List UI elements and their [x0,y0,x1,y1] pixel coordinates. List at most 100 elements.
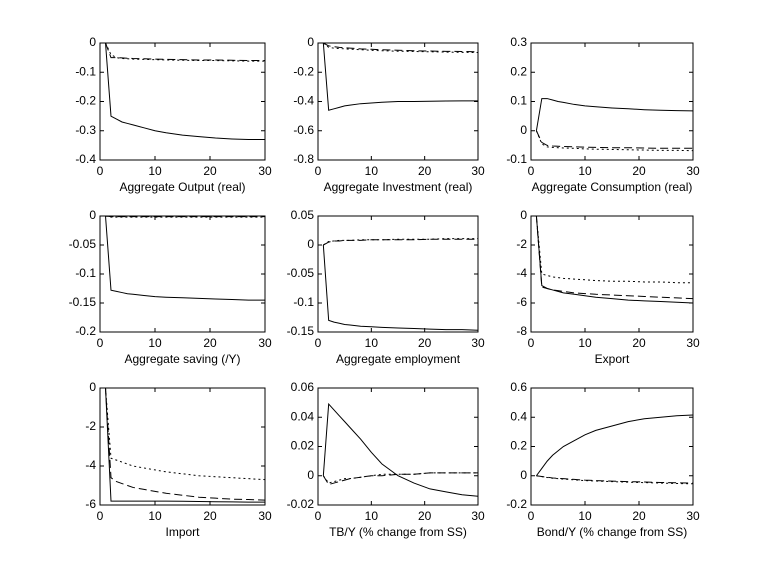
y-tick-label: -0.02 [287,497,315,511]
x-tick-label: 0 [97,336,104,350]
x-axis-label: Import [165,525,200,539]
y-tick-label: 0 [89,380,96,394]
series-line [105,387,265,503]
x-tick-label: 20 [418,164,432,178]
x-tick-label: 0 [528,336,535,350]
x-tick-label: 30 [258,509,272,523]
series-line [322,472,478,484]
series-line [536,475,694,484]
y-tick-label: -2 [516,237,527,251]
series-line [105,387,266,481]
series-line [105,215,265,301]
y-tick-label: -6 [516,295,527,309]
series-line [535,414,694,477]
y-tick-label: -0.3 [75,123,96,137]
y-tick-label: 0 [520,123,527,137]
x-tick-label: 10 [365,336,379,350]
axes-box [99,387,266,506]
x-tick-label: 30 [258,336,272,350]
y-tick-label: -4 [516,266,527,280]
axes-box [530,387,694,506]
y-tick-label: -0.1 [293,295,314,309]
y-tick-label: 0.6 [510,380,527,394]
y-tick-label: -0.1 [75,64,96,78]
x-axis-label: Export [595,352,630,366]
y-tick-label: -0.05 [287,266,315,280]
axes-box [530,215,694,333]
y-tick-label: 0.04 [291,409,315,423]
x-tick-label: 0 [97,509,104,523]
y-tick-label: -0.15 [287,324,315,338]
y-tick-label: 0 [89,208,96,222]
y-tick-label: -6 [85,497,96,511]
x-tick-label: 10 [578,509,592,523]
x-tick-label: 10 [365,164,379,178]
x-tick-label: 20 [632,164,646,178]
y-tick-label: -4 [85,458,96,472]
y-tick-label: -0.8 [293,152,314,166]
series-line [322,42,478,111]
axes-box [99,42,266,161]
y-tick-label: 0.05 [291,208,315,222]
x-axis-label: TB/Y (% change from SS) [329,525,467,539]
x-tick-label: 30 [258,164,272,178]
y-tick-label: -0.4 [293,94,314,108]
x-tick-label: 30 [686,336,700,350]
x-axis-label: Bond/Y (% change from SS) [537,525,688,539]
series-line [105,387,266,501]
x-axis-label: Aggregate Output (real) [119,180,245,194]
x-tick-label: 20 [203,164,217,178]
y-tick-label: 0 [89,35,96,49]
x-tick-label: 10 [578,164,592,178]
y-tick-label: -8 [516,324,527,338]
x-tick-label: 30 [471,509,485,523]
axes-box [317,387,479,506]
y-tick-label: 0 [307,35,314,49]
x-tick-label: 20 [203,336,217,350]
y-tick-label: -0.2 [75,94,96,108]
y-tick-label: -0.1 [506,152,527,166]
x-axis-label: Aggregate employment [336,352,461,366]
x-tick-label: 20 [632,336,646,350]
x-tick-label: 10 [365,509,379,523]
y-tick-label: 0 [520,208,527,222]
series-line [105,215,265,218]
y-tick-label: 0.1 [510,94,527,108]
axes-box [530,42,694,161]
series-line [322,402,479,497]
x-tick-label: 0 [315,336,322,350]
x-tick-label: 10 [148,336,162,350]
y-tick-label: 0.3 [510,35,527,49]
series-line [322,472,478,486]
y-tick-label: -0.1 [75,266,96,280]
x-tick-label: 30 [471,164,485,178]
y-tick-label: -0.6 [293,123,314,137]
y-tick-label: 0 [307,237,314,251]
x-tick-label: 20 [418,509,432,523]
x-tick-label: 20 [203,509,217,523]
y-tick-label: -0.2 [75,324,96,338]
series-line [323,42,479,53]
y-tick-label: 0.2 [510,64,527,78]
y-tick-label: -0.05 [69,237,97,251]
axes-box [99,215,266,333]
series-line [535,215,693,284]
y-tick-label: 0 [520,468,527,482]
x-tick-label: 0 [528,164,535,178]
x-tick-label: 30 [686,509,700,523]
y-tick-label: 0.2 [510,439,527,453]
x-axis-label: Aggregate saving (/Y) [124,352,240,366]
x-tick-label: 0 [528,509,535,523]
y-tick-label: -0.2 [293,64,314,78]
series-line [535,130,693,149]
x-tick-label: 10 [148,164,162,178]
x-axis-label: Aggregate Consumption (real) [532,180,693,194]
x-tick-label: 0 [97,164,104,178]
series-line [535,98,694,131]
series-line [323,238,478,246]
y-tick-label: 0.4 [510,409,527,423]
y-tick-label: -2 [85,419,96,433]
y-tick-label: -0.2 [506,497,527,511]
series-line [535,215,694,300]
